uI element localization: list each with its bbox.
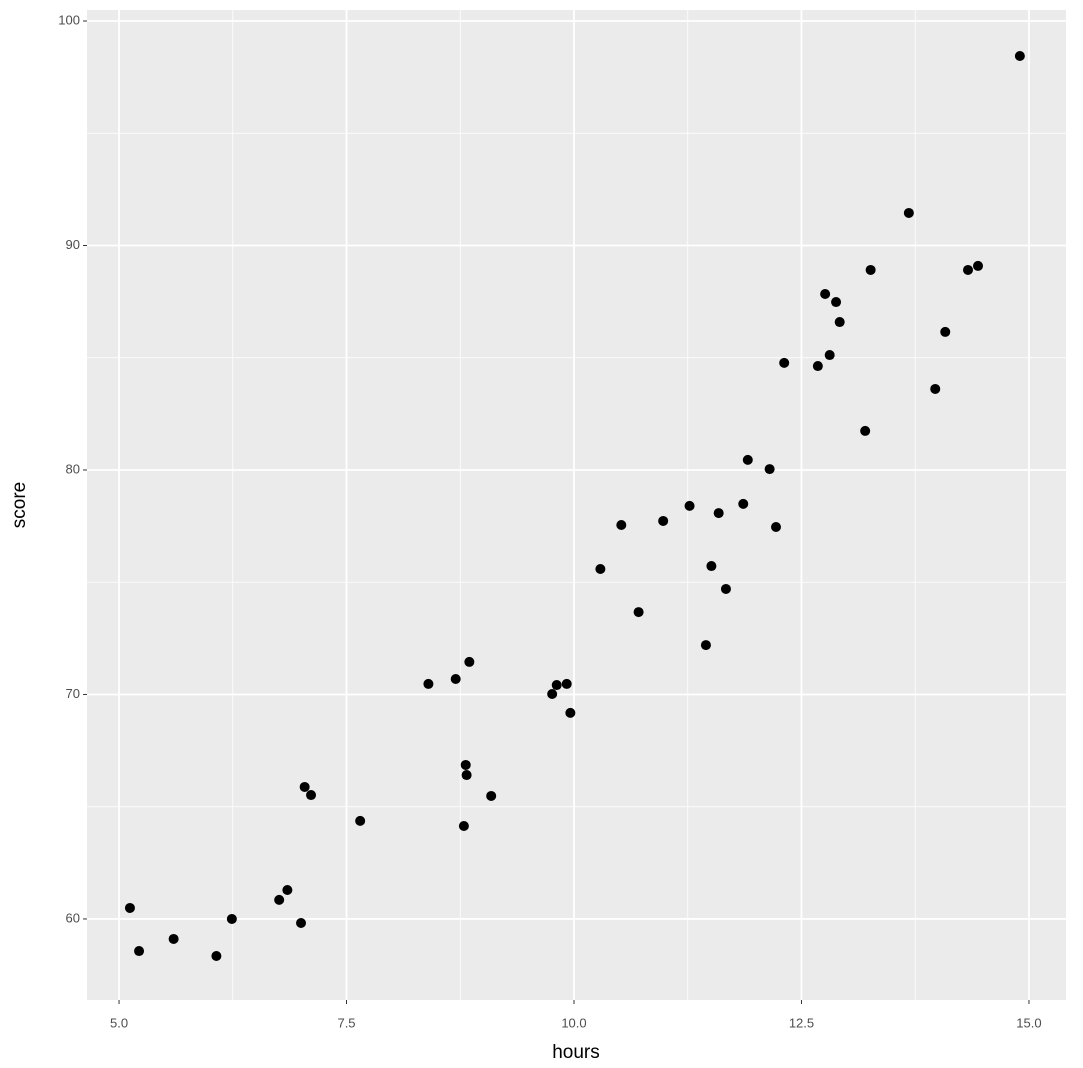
- grid: [87, 10, 1066, 1000]
- point: [464, 656, 475, 667]
- y-tick-label: 60: [66, 910, 80, 925]
- point: [738, 498, 749, 509]
- point: [423, 678, 434, 689]
- y-tick-label: 100: [58, 12, 80, 27]
- point: [940, 326, 951, 337]
- point: [860, 425, 871, 436]
- x-tick-label: 10.0: [561, 1015, 586, 1030]
- point: [779, 357, 790, 368]
- point: [616, 519, 627, 530]
- point: [1014, 51, 1025, 62]
- x-tick-label: 7.5: [337, 1015, 355, 1030]
- panel: [87, 10, 1066, 1000]
- point: [211, 951, 222, 961]
- y-axis-title: score: [9, 482, 30, 528]
- x-axis-title: hours: [552, 1042, 600, 1063]
- point: [633, 607, 644, 618]
- point: [720, 583, 731, 594]
- points: [124, 51, 1025, 961]
- point: [962, 264, 973, 275]
- point: [168, 933, 179, 944]
- point: [306, 790, 317, 801]
- point: [355, 815, 366, 826]
- point: [299, 781, 310, 792]
- point: [274, 894, 285, 905]
- y-tick-label: 70: [66, 686, 80, 701]
- point: [561, 678, 572, 689]
- point: [226, 913, 237, 924]
- point: [450, 673, 461, 684]
- point: [551, 680, 562, 691]
- y-tick-label: 80: [66, 461, 80, 476]
- point: [595, 563, 606, 574]
- x-tick-label: 12.5: [789, 1015, 814, 1030]
- point: [458, 821, 469, 832]
- point: [812, 361, 823, 372]
- ticks: 5.0 7.5 10.0 12.5 15.0 60 70 80 90 100: [58, 12, 1041, 1030]
- point: [296, 918, 307, 928]
- point: [134, 946, 145, 957]
- point: [742, 454, 753, 465]
- point: [486, 790, 497, 801]
- point: [824, 350, 835, 361]
- point: [282, 885, 293, 895]
- point: [930, 383, 941, 394]
- x-tick-label: 5.0: [110, 1015, 128, 1030]
- point: [565, 707, 576, 718]
- point: [713, 508, 724, 519]
- point: [764, 464, 775, 475]
- point: [547, 689, 558, 700]
- point: [706, 561, 717, 572]
- point: [903, 207, 914, 218]
- y-tick-label: 90: [66, 237, 80, 252]
- point: [771, 522, 782, 532]
- point: [658, 515, 669, 526]
- point: [820, 288, 831, 299]
- x-tick-label: 15.0: [1016, 1015, 1041, 1030]
- point: [461, 770, 472, 781]
- point: [834, 317, 845, 328]
- point: [124, 902, 135, 913]
- point: [973, 260, 984, 271]
- point: [460, 759, 471, 770]
- point: [684, 500, 695, 511]
- point: [700, 640, 711, 651]
- point: [865, 264, 876, 275]
- point: [831, 297, 842, 308]
